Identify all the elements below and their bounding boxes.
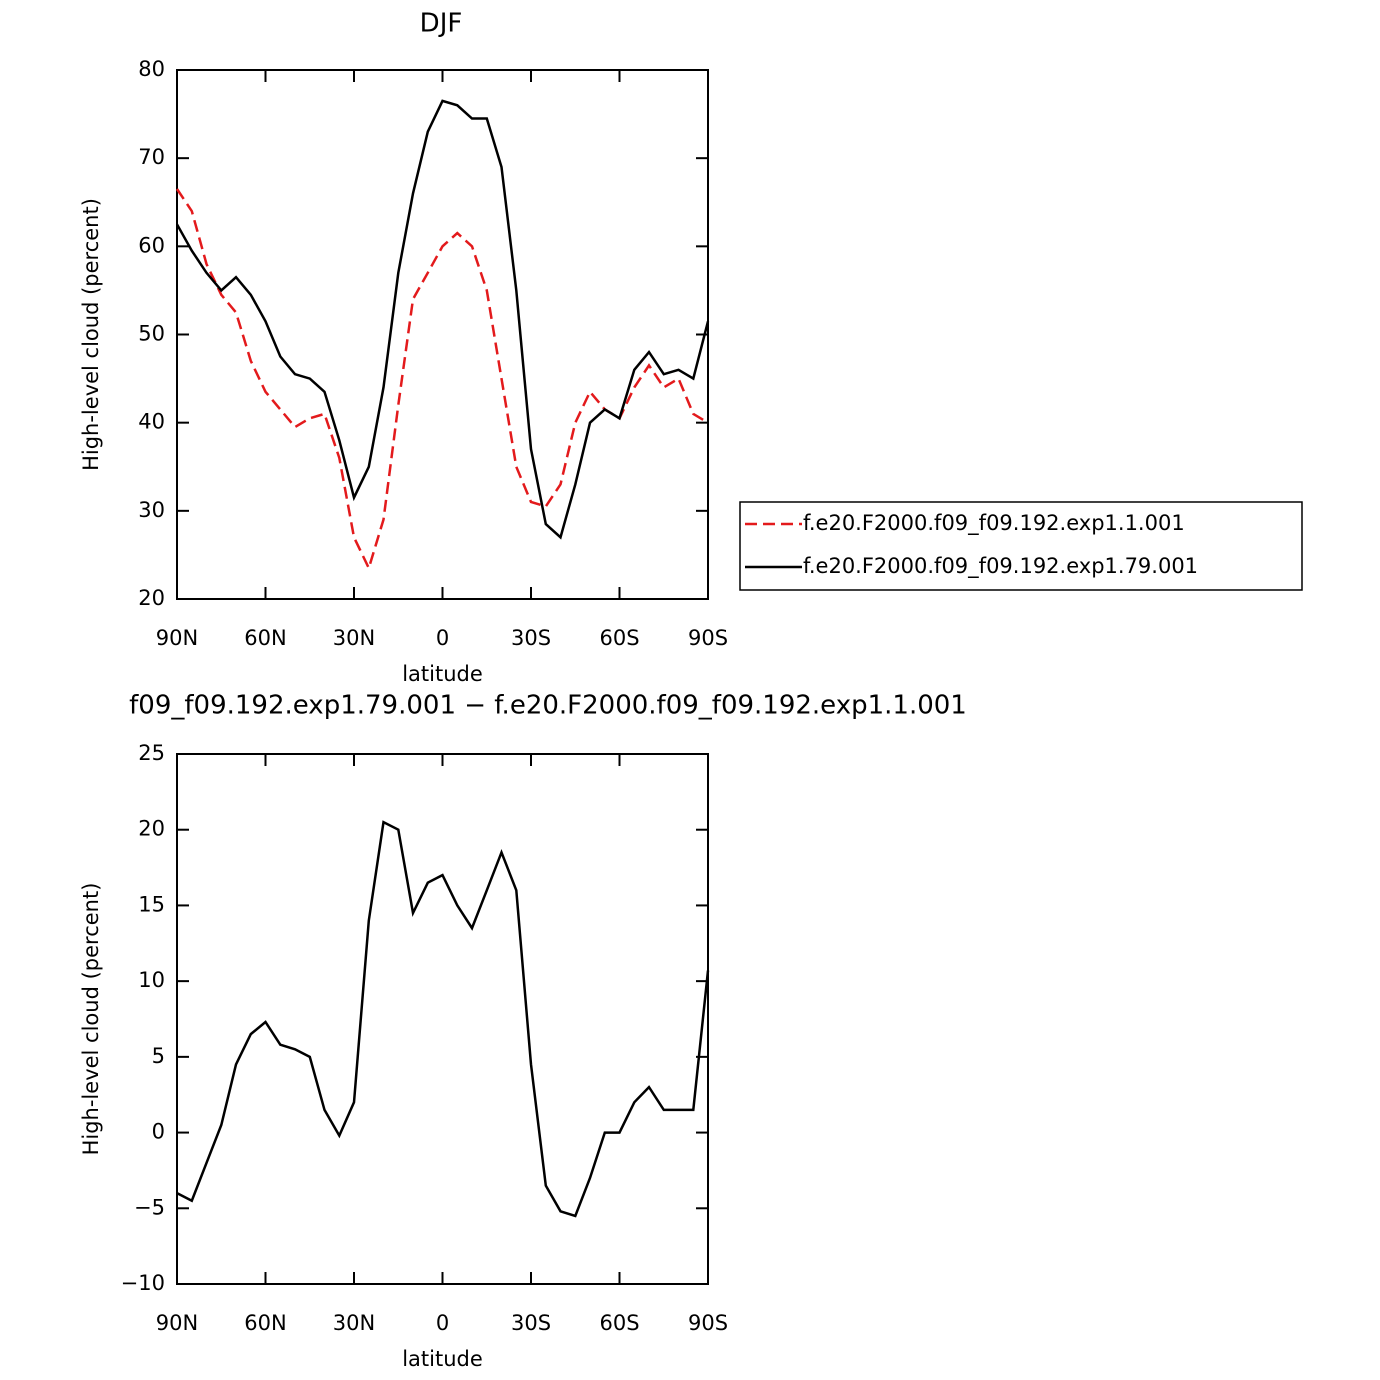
y-tick-label: 5 — [152, 1044, 165, 1068]
x-tick-label: 30S — [511, 1311, 551, 1335]
x-tick-label: 90S — [688, 1311, 728, 1335]
legend-label: f.e20.F2000.f09_f09.192.exp1.79.001 — [803, 554, 1198, 579]
chart-title: DJF — [420, 9, 463, 39]
x-tick-label: 90S — [688, 626, 728, 650]
y-tick-label: 60 — [138, 233, 165, 257]
legend-label: f.e20.F2000.f09_f09.192.exp1.1.001 — [803, 511, 1185, 536]
data-line — [176, 820, 710, 1218]
y-tick-label: 10 — [138, 968, 165, 992]
data-line — [175, 99, 710, 540]
x-tick-label: 90N — [156, 626, 198, 650]
plot-frame — [176, 753, 709, 1285]
y-tick-label: 40 — [138, 410, 165, 434]
y-tick-label: 20 — [138, 586, 165, 610]
x-axis-label: latitude — [402, 662, 483, 686]
y-tick-label: 50 — [138, 322, 165, 346]
y-tick-label: −5 — [134, 1195, 165, 1219]
y-tick-label: 70 — [138, 145, 165, 169]
y-axis-label: High-level cloud (percent) — [79, 198, 103, 471]
y-axis-label: High-level cloud (percent) — [79, 883, 103, 1156]
x-axis-label: latitude — [402, 1347, 483, 1371]
x-tick-label: 30N — [333, 1311, 375, 1335]
x-tick-label: 60N — [244, 1311, 286, 1335]
chart-title: f09_f09.192.exp1.79.001 − f.e20.F2000.f0… — [129, 691, 967, 721]
x-tick-label: 60S — [599, 626, 639, 650]
y-tick-label: 0 — [152, 1120, 165, 1144]
legend-box — [739, 501, 1303, 591]
x-tick-label: 30S — [511, 626, 551, 650]
plot-frame — [176, 69, 709, 600]
y-tick-label: 15 — [138, 892, 165, 916]
x-tick-label: 60S — [599, 1311, 639, 1335]
data-line — [175, 188, 709, 572]
y-tick-label: 20 — [138, 817, 165, 841]
y-tick-label: −10 — [121, 1271, 165, 1295]
y-tick-label: 80 — [138, 57, 165, 81]
y-tick-label: 30 — [138, 498, 165, 522]
y-tick-label: 25 — [138, 741, 165, 765]
x-tick-label: 90N — [156, 1311, 198, 1335]
x-tick-label: 0 — [436, 1311, 449, 1335]
x-tick-label: 60N — [244, 626, 286, 650]
x-tick-label: 0 — [436, 626, 449, 650]
x-tick-label: 30N — [333, 626, 375, 650]
